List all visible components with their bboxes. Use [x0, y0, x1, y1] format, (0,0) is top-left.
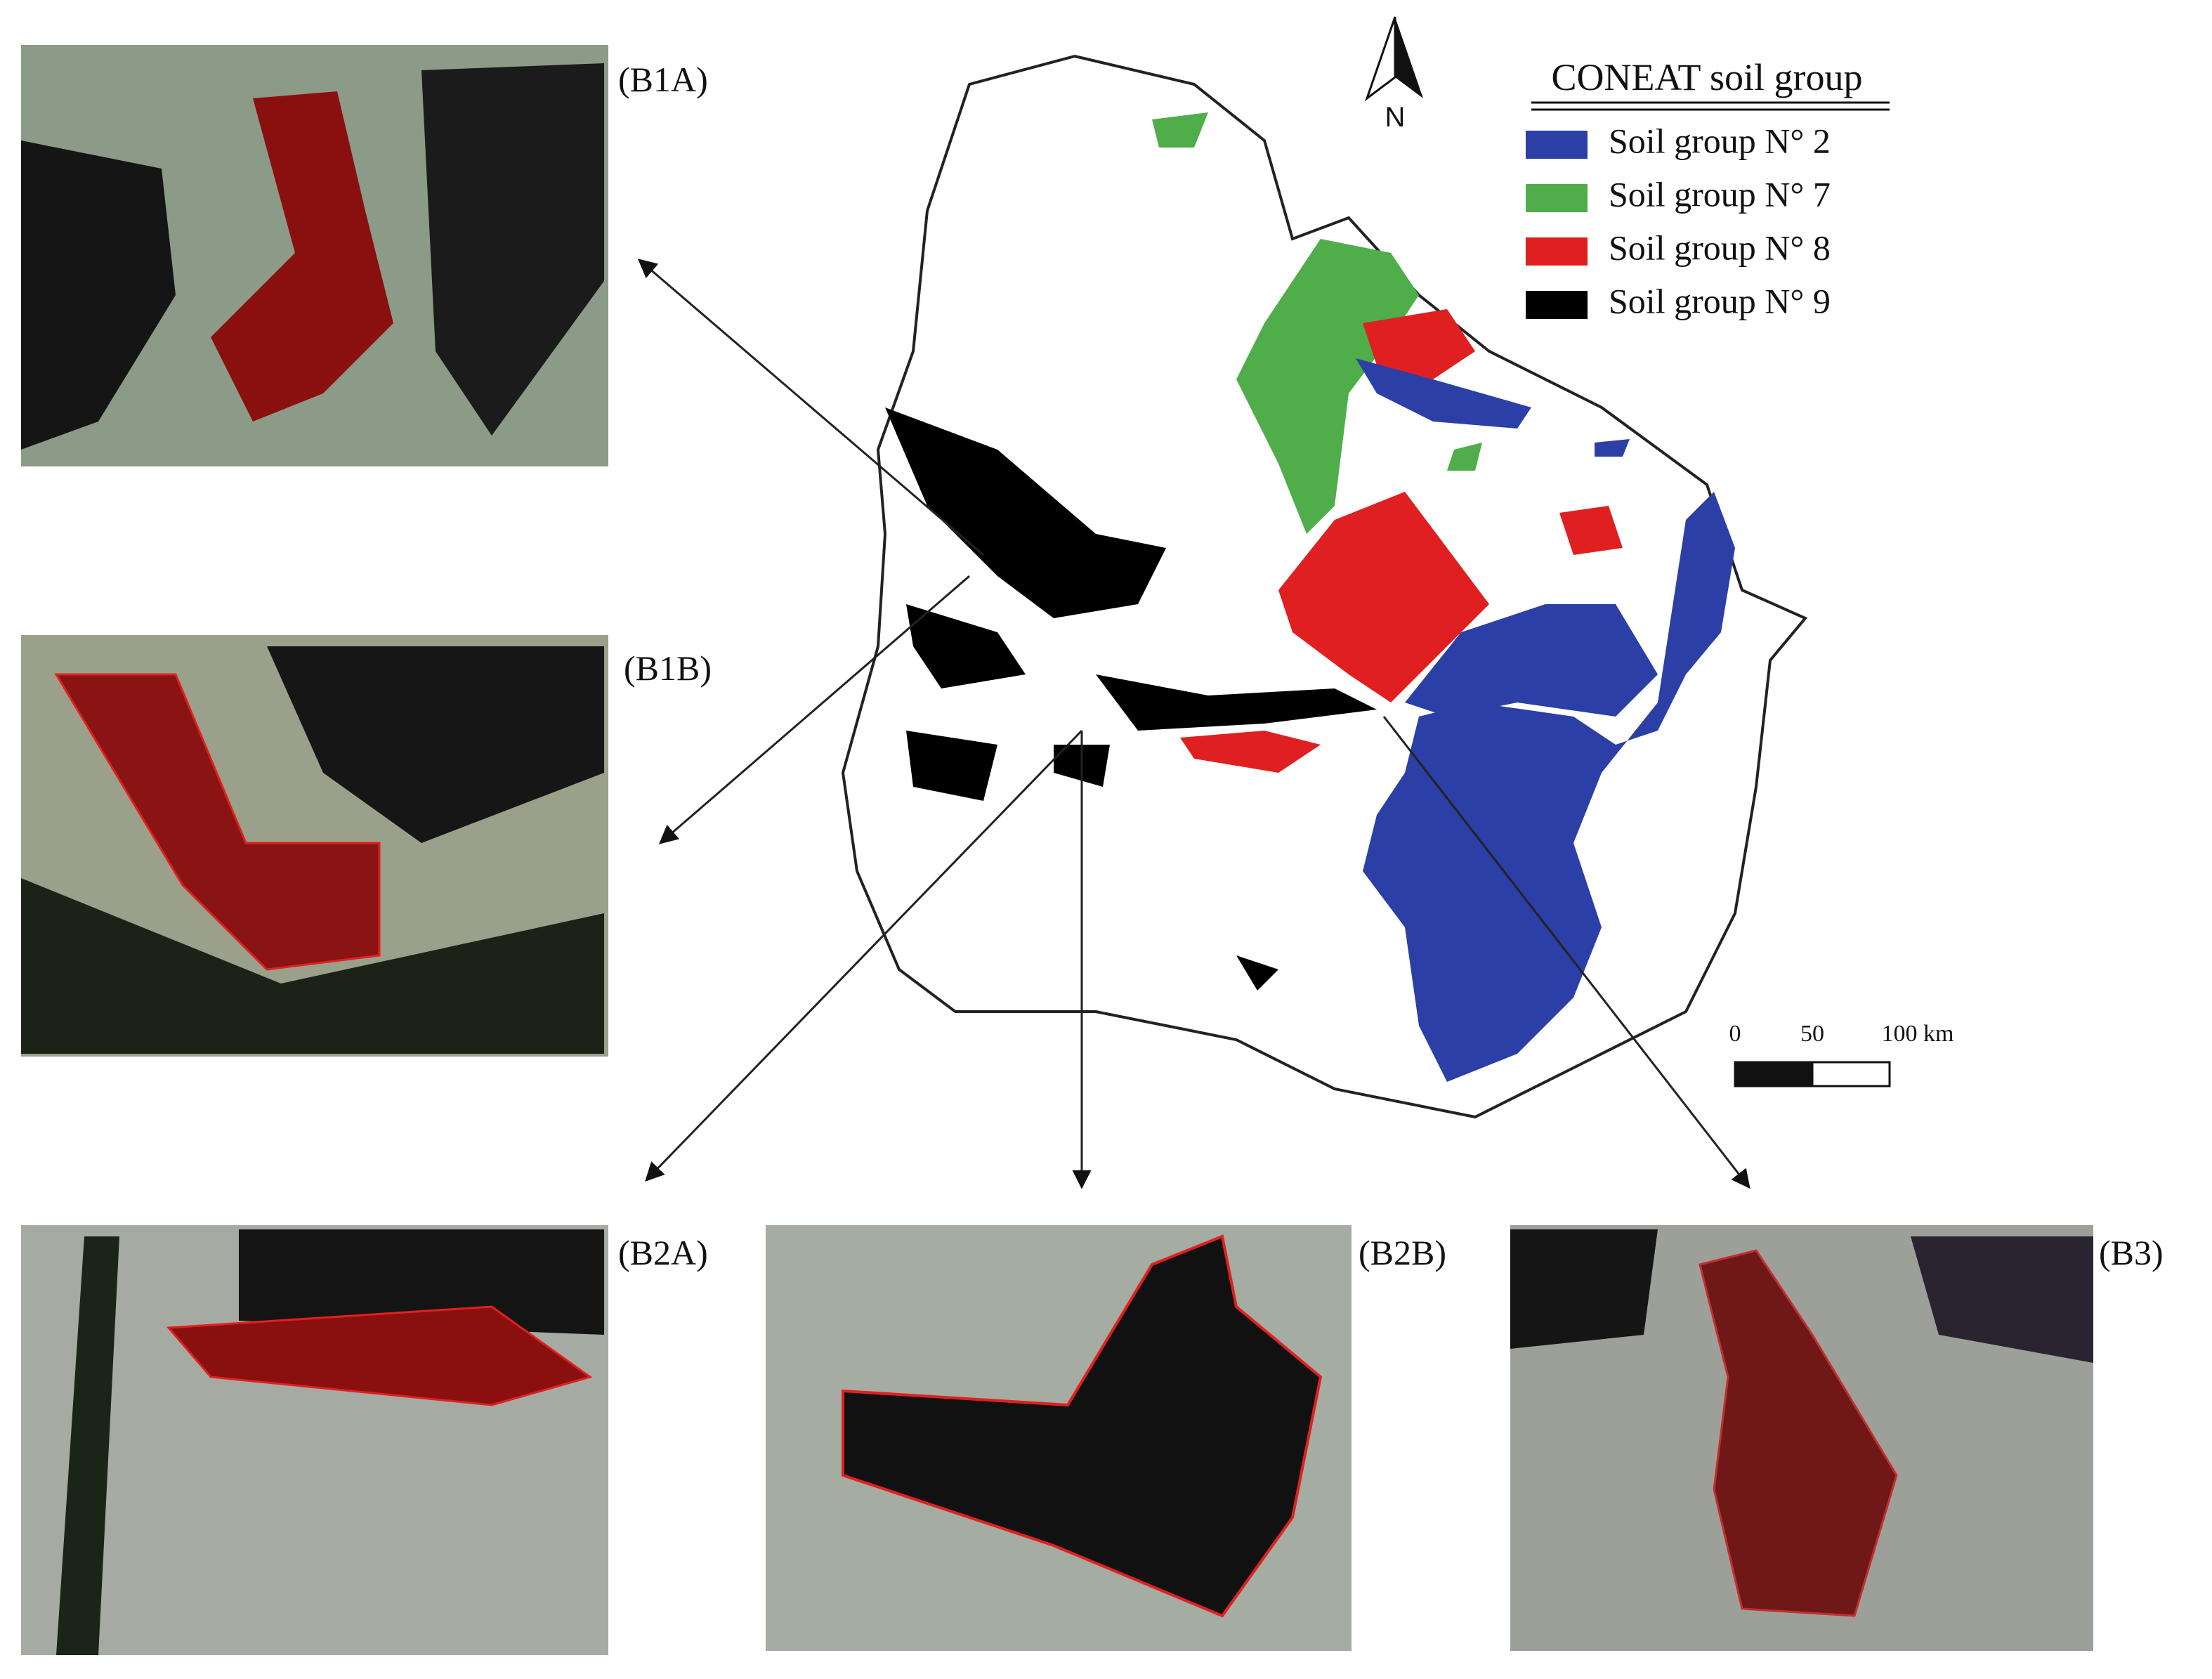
country-map	[841, 54, 1808, 1119]
panel-b3	[1510, 1225, 2093, 1651]
scale-bar: 0 50 100 km	[1729, 1021, 1954, 1087]
panel-b2a	[21, 1225, 608, 1655]
scale-label: 100 km	[1882, 1021, 1954, 1047]
panel-label: (B2A)	[618, 1233, 708, 1272]
legend-items: Soil group N° 2 Soil group N° 7 Soil group…	[1526, 121, 1831, 320]
callout-arrows	[637, 259, 1750, 1189]
legend-label: Soil group N° 7	[1609, 174, 1831, 214]
north-label: N	[1385, 102, 1406, 133]
legend-swatch	[1526, 291, 1588, 319]
panel-label: (B2B)	[1359, 1233, 1446, 1272]
legend-swatch	[1526, 237, 1588, 266]
satellite-panels	[21, 45, 2093, 1655]
panel-b1b	[21, 635, 608, 1057]
legend-title: CONEAT soil group	[1551, 56, 1862, 98]
scale-label: 0	[1729, 1021, 1741, 1047]
legend-label: Soil group N° 2	[1609, 121, 1831, 160]
panel-label: (B1A)	[618, 60, 708, 99]
north-arrow: N	[1364, 16, 1423, 133]
legend-label: Soil group N° 9	[1609, 281, 1831, 320]
panel-label: (B1B)	[624, 648, 712, 688]
panel-labels: (B1A) (B1B) (B2A) (B2B) (B3)	[618, 60, 2164, 1272]
legend-label: Soil group N° 8	[1609, 228, 1831, 267]
panel-label: (B3)	[2099, 1233, 2164, 1272]
scale-label: 50	[1800, 1021, 1824, 1047]
legend-swatch	[1526, 184, 1588, 212]
legend-swatch	[1526, 131, 1588, 159]
panel-b2b	[766, 1225, 1352, 1651]
panel-b1a	[21, 45, 608, 466]
